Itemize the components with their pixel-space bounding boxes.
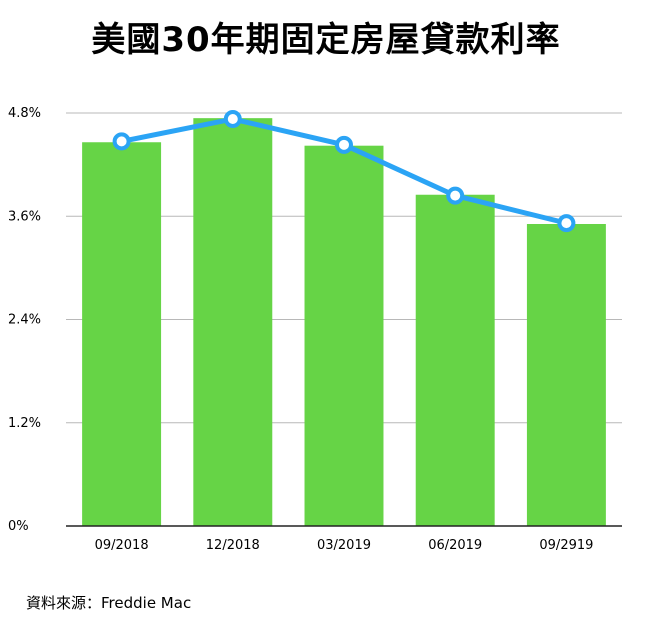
chart-canvas: 0% 1.2% 2.4% 3.6% 4.8% 09/2018 12/2018 03/2019… — [8, 106, 622, 553]
line-series — [112, 110, 576, 233]
bar — [193, 118, 273, 526]
line-point — [335, 135, 353, 154]
line-point — [112, 132, 131, 151]
bar — [415, 194, 495, 527]
y-tick-label: 4.8% — [8, 106, 41, 121]
y-tick-label: 2.4% — [8, 313, 41, 328]
y-tick-label: 1.2% — [8, 416, 41, 431]
y-tick-label: 0% — [8, 519, 29, 534]
line-point — [557, 214, 576, 233]
bar — [82, 142, 162, 527]
line-point — [223, 110, 242, 129]
x-tick-label: 03/2019 — [317, 538, 371, 553]
source-note: 資料來源：Freddie Mac — [26, 594, 192, 612]
x-tick-label: 12/2018 — [206, 538, 260, 553]
x-tick-label: 06/2019 — [428, 538, 482, 553]
line-point — [446, 186, 465, 205]
x-axis-labels: 09/2018 12/2018 03/2019 06/2019 09/2919 — [95, 538, 594, 553]
y-axis-labels: 0% 1.2% 2.4% 3.6% 4.8% — [8, 106, 41, 534]
x-tick-label: 09/2919 — [539, 538, 593, 553]
bar — [304, 145, 384, 526]
bar — [526, 223, 606, 526]
bar-series — [82, 118, 606, 527]
x-tick-label: 09/2018 — [95, 538, 149, 553]
y-tick-label: 3.6% — [8, 209, 41, 224]
chart-title: 美國30年期固定房屋貸款利率 — [91, 20, 561, 60]
